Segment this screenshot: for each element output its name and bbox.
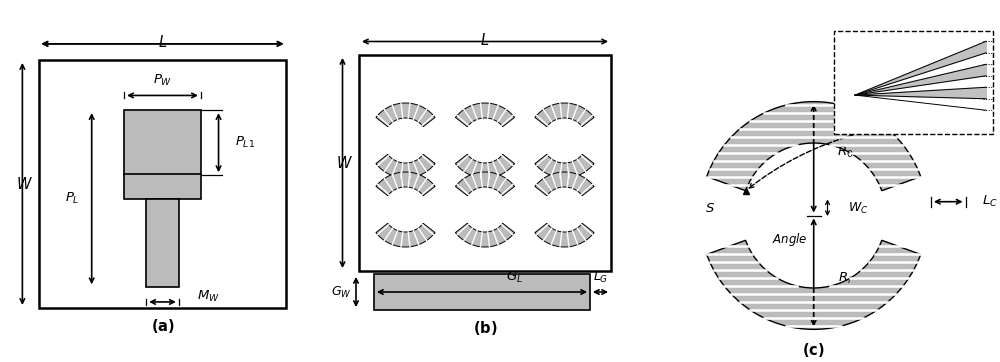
Polygon shape bbox=[855, 87, 986, 99]
Polygon shape bbox=[855, 41, 986, 95]
Text: $R_i$: $R_i$ bbox=[838, 270, 852, 286]
Bar bbox=[359, 55, 611, 271]
Text: $L$: $L$ bbox=[158, 34, 167, 50]
Polygon shape bbox=[455, 103, 515, 127]
Text: $\mathbf{(b)}$: $\mathbf{(b)}$ bbox=[473, 319, 497, 337]
Text: $Angle$: $Angle$ bbox=[772, 231, 807, 248]
Polygon shape bbox=[535, 172, 594, 195]
Text: $P_L$: $P_L$ bbox=[65, 191, 80, 206]
Polygon shape bbox=[707, 240, 921, 329]
Text: $L_G$: $L_G$ bbox=[593, 269, 608, 285]
Polygon shape bbox=[376, 172, 435, 195]
Polygon shape bbox=[535, 223, 594, 247]
Polygon shape bbox=[376, 154, 435, 178]
Text: $S$: $S$ bbox=[705, 202, 715, 215]
Text: $L$: $L$ bbox=[480, 32, 490, 48]
Text: $R_0$: $R_0$ bbox=[837, 145, 853, 160]
Polygon shape bbox=[855, 64, 986, 95]
Polygon shape bbox=[455, 223, 515, 247]
Polygon shape bbox=[455, 172, 515, 195]
Polygon shape bbox=[376, 103, 435, 127]
Text: $M_W$: $M_W$ bbox=[197, 289, 220, 304]
Text: $\mathbf{(c)}$: $\mathbf{(c)}$ bbox=[802, 341, 825, 359]
Polygon shape bbox=[376, 223, 435, 247]
Bar bbox=[39, 60, 286, 308]
Polygon shape bbox=[455, 154, 515, 178]
Bar bbox=[124, 174, 201, 199]
Text: $\mathbf{(a)}$: $\mathbf{(a)}$ bbox=[151, 316, 174, 334]
Text: $L_C$: $L_C$ bbox=[982, 194, 998, 209]
Text: $G_W$: $G_W$ bbox=[331, 285, 351, 299]
Text: $P_{L1}$: $P_{L1}$ bbox=[235, 135, 255, 150]
Bar bbox=[834, 31, 993, 134]
Polygon shape bbox=[707, 102, 921, 191]
Polygon shape bbox=[535, 154, 594, 178]
Text: $G_L$: $G_L$ bbox=[506, 269, 523, 285]
Text: $W_C$: $W_C$ bbox=[848, 201, 869, 216]
Text: $P_W$: $P_W$ bbox=[153, 73, 172, 88]
Polygon shape bbox=[535, 103, 594, 127]
Bar bbox=[124, 110, 201, 175]
Bar bbox=[146, 199, 179, 287]
Text: $W$: $W$ bbox=[16, 176, 33, 192]
Text: $W$: $W$ bbox=[336, 155, 353, 171]
Bar bbox=[374, 274, 590, 310]
